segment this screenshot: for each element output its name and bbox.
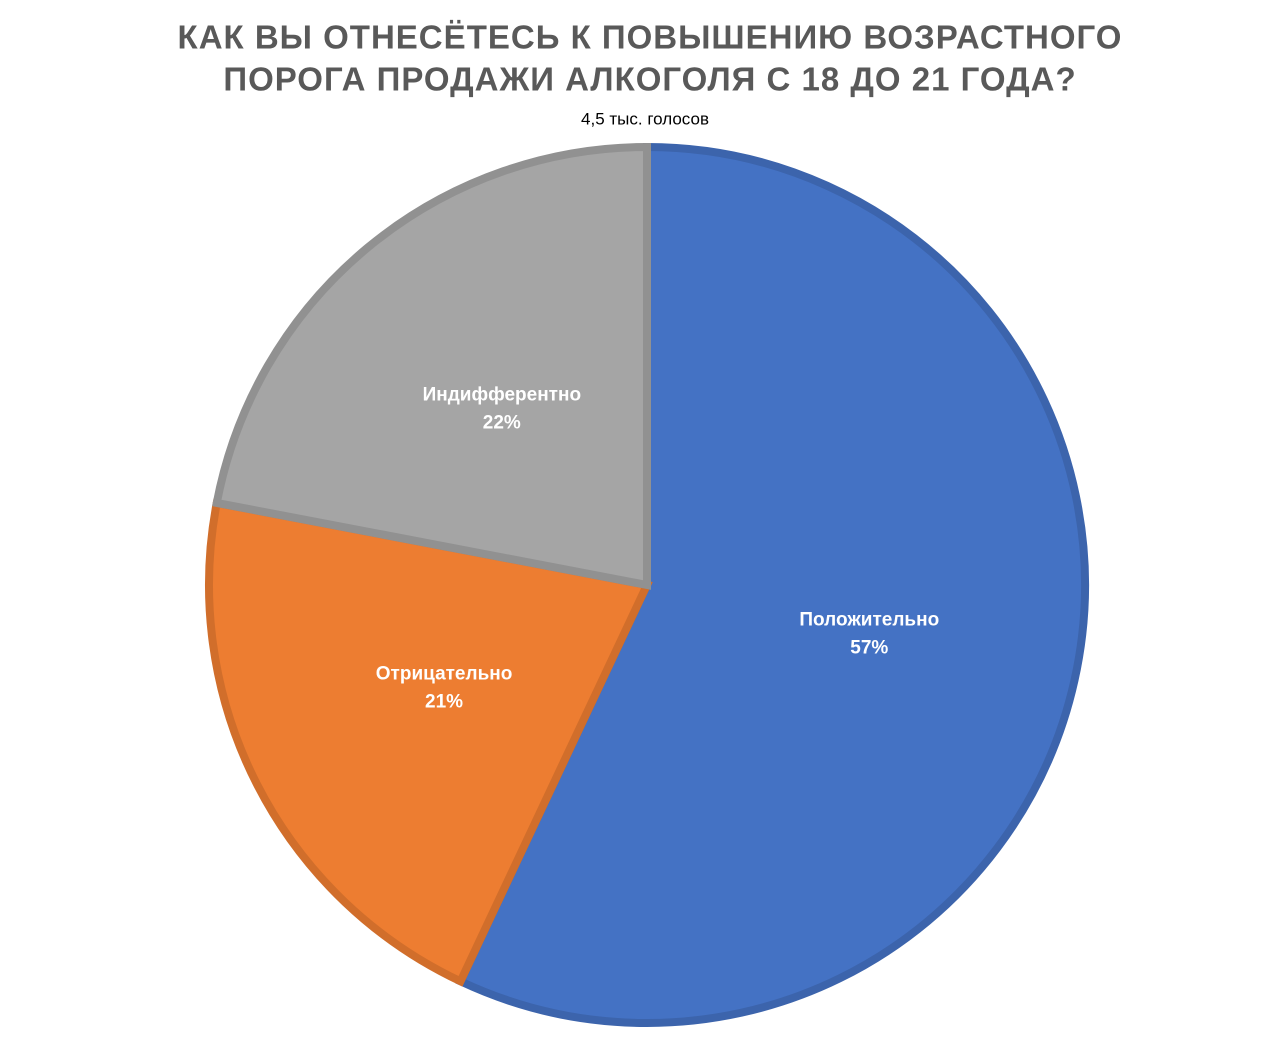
- data-label: Отрицательно 21%: [376, 663, 513, 712]
- chart-subtitle: 4,5 тыс. голосов: [581, 109, 709, 128]
- category-label: Положительно: [799, 610, 939, 631]
- value-label: 57%: [850, 638, 888, 659]
- category-label: Отрицательно: [376, 663, 513, 684]
- pie-slice: [455, 142, 1089, 1027]
- pie-slice: [212, 142, 651, 590]
- value-label: 21%: [425, 691, 463, 712]
- value-label: 22%: [483, 413, 521, 434]
- data-label: Индифферентно 22%: [423, 385, 581, 434]
- data-label: Положительно 57%: [799, 610, 939, 659]
- chart-title: КАК ВЫ ОТНЕСЁТЕСЬ К ПОВЫШЕНИЮ ВОЗРАСТНОГ…: [178, 19, 1123, 56]
- category-label: Индифферентно: [423, 385, 581, 406]
- pie-slice: [205, 498, 653, 987]
- chart-title: ПОРОГА ПРОДАЖИ АЛКОГОЛЯ С 18 ДО 21 ГОДА?: [223, 61, 1076, 98]
